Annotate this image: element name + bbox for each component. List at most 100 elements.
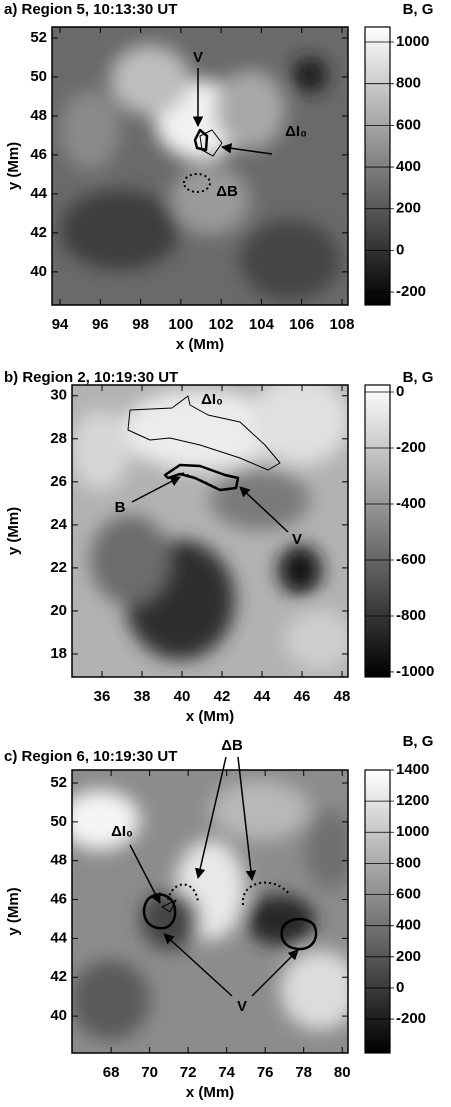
plot-frame bbox=[71, 384, 349, 678]
magnetogram bbox=[72, 385, 348, 677]
image-blob bbox=[240, 220, 340, 300]
plot-frame bbox=[71, 769, 349, 1054]
colorbar-tick-label: 400 bbox=[396, 158, 421, 175]
y-tick-label: 48 bbox=[50, 852, 67, 869]
arrow bbox=[251, 949, 299, 997]
x-tick-label: 98 bbox=[132, 316, 149, 333]
image-blob bbox=[170, 165, 250, 235]
colorbar-tick-label: -600 bbox=[396, 551, 426, 568]
colorbar-tick-label: 200 bbox=[396, 948, 421, 965]
arrow bbox=[220, 143, 273, 155]
image-blob bbox=[278, 545, 322, 595]
image-blob bbox=[90, 515, 170, 605]
arrow bbox=[129, 844, 161, 904]
y-tick-label: 20 bbox=[50, 602, 67, 619]
arrow bbox=[195, 756, 227, 880]
magnetogram bbox=[72, 770, 348, 1053]
image-blobs bbox=[72, 385, 348, 670]
colorbar-tick-label: 1000 bbox=[396, 823, 429, 840]
y-tick-label: 42 bbox=[50, 968, 67, 985]
arrow bbox=[237, 756, 257, 882]
colorbar-tick-label: 0 bbox=[396, 241, 404, 258]
colorbar-tick-label: 600 bbox=[396, 116, 421, 133]
x-tick-label: 104 bbox=[249, 316, 275, 333]
colorbar-tick-label: 1000 bbox=[396, 33, 429, 50]
colorbar-label: B, G bbox=[403, 733, 434, 750]
x-tick-label: 40 bbox=[174, 688, 191, 705]
colorbar bbox=[364, 769, 391, 1054]
colorbar-tick-label: -200 bbox=[396, 283, 426, 300]
x-tick-label: 78 bbox=[295, 1064, 312, 1081]
image-blob bbox=[280, 950, 348, 1030]
image-blobs bbox=[60, 45, 340, 300]
colorbar-tick-label: 200 bbox=[396, 200, 421, 217]
colorbar-tick-label: -400 bbox=[396, 495, 426, 512]
annotation: V bbox=[292, 531, 302, 548]
colorbar bbox=[364, 26, 391, 306]
annotation: ΔI₀ bbox=[285, 123, 307, 140]
y-tick-label: 26 bbox=[50, 473, 67, 490]
y-tick-label: 44 bbox=[50, 929, 67, 946]
contour bbox=[127, 395, 281, 471]
contour bbox=[193, 128, 209, 152]
x-tick-label: 46 bbox=[294, 688, 311, 705]
x-tick-label: 106 bbox=[289, 316, 314, 333]
contour bbox=[163, 463, 240, 492]
image-blob bbox=[72, 960, 150, 1040]
colorbar-tick-label: 800 bbox=[396, 75, 421, 92]
x-axis-label: x (Mm) bbox=[186, 708, 234, 725]
x-axis-label: x (Mm) bbox=[176, 336, 224, 353]
y-tick-label: 24 bbox=[50, 516, 67, 533]
annotation: ΔI₀ bbox=[201, 391, 223, 408]
x-tick-label: 76 bbox=[257, 1064, 274, 1081]
panel: 36 38 40 42 44 46 48 18 20 22 24 26 28 30b) Region 2,… bbox=[4, 369, 434, 725]
magnetogram bbox=[52, 27, 348, 305]
arrow bbox=[131, 476, 181, 503]
y-tick-label: 42 bbox=[30, 224, 47, 241]
y-tick-label: 50 bbox=[50, 813, 67, 830]
y-tick-label: 44 bbox=[30, 185, 47, 202]
y-tick-label: 46 bbox=[50, 891, 67, 908]
image-blob bbox=[305, 810, 348, 890]
colorbar-tick-label: 1400 bbox=[396, 761, 429, 778]
colorbar-tick-label: 400 bbox=[396, 917, 421, 934]
colorbar-tick-label: 0 bbox=[396, 383, 404, 400]
y-axis-label: y (Mm) bbox=[5, 142, 22, 190]
y-tick-label: 40 bbox=[30, 263, 47, 280]
x-tick-label: 36 bbox=[94, 688, 111, 705]
x-tick-label: 72 bbox=[180, 1064, 197, 1081]
colorbar-tick-label: 1200 bbox=[396, 792, 429, 809]
image-blob bbox=[140, 890, 200, 950]
x-tick-label: 38 bbox=[134, 688, 151, 705]
x-tick-label: 48 bbox=[334, 688, 351, 705]
y-tick-label: 46 bbox=[30, 146, 47, 163]
panel-title: a) Region 5, 10:13:30 UT bbox=[4, 1, 177, 18]
y-axis-label: y (Mm) bbox=[5, 507, 22, 555]
x-tick-label: 68 bbox=[103, 1064, 120, 1081]
colorbar-label: B, G bbox=[403, 369, 434, 386]
colorbar-tick-label: 800 bbox=[396, 854, 421, 871]
contour bbox=[199, 129, 223, 157]
x-tick-label: 100 bbox=[168, 316, 193, 333]
annotation: ΔB bbox=[216, 183, 238, 200]
annotation: ΔB bbox=[221, 737, 243, 754]
image-blob bbox=[120, 390, 280, 470]
colorbar-label: B, G bbox=[403, 1, 434, 18]
image-blob bbox=[285, 610, 348, 670]
colorbar-tick-label: -1000 bbox=[396, 663, 434, 680]
x-tick-label: 96 bbox=[92, 316, 109, 333]
annotation: V bbox=[237, 998, 247, 1015]
x-axis-label: x (Mm) bbox=[186, 1084, 234, 1101]
annotation: ΔI₀ bbox=[111, 823, 133, 840]
colorbar-tick-label: 600 bbox=[396, 886, 421, 903]
plot-frame bbox=[51, 26, 349, 306]
contour bbox=[241, 881, 291, 906]
panel: 68 70 72 74 76 78 80 40 42 44 46 48 50 52 c) Region 6,… bbox=[4, 733, 433, 1101]
contour bbox=[167, 883, 199, 903]
y-tick-label: 30 bbox=[50, 387, 67, 404]
x-tick-label: 44 bbox=[254, 688, 271, 705]
image-blob bbox=[210, 470, 310, 530]
x-tick-label: 80 bbox=[334, 1064, 351, 1081]
image-blob bbox=[245, 895, 315, 945]
